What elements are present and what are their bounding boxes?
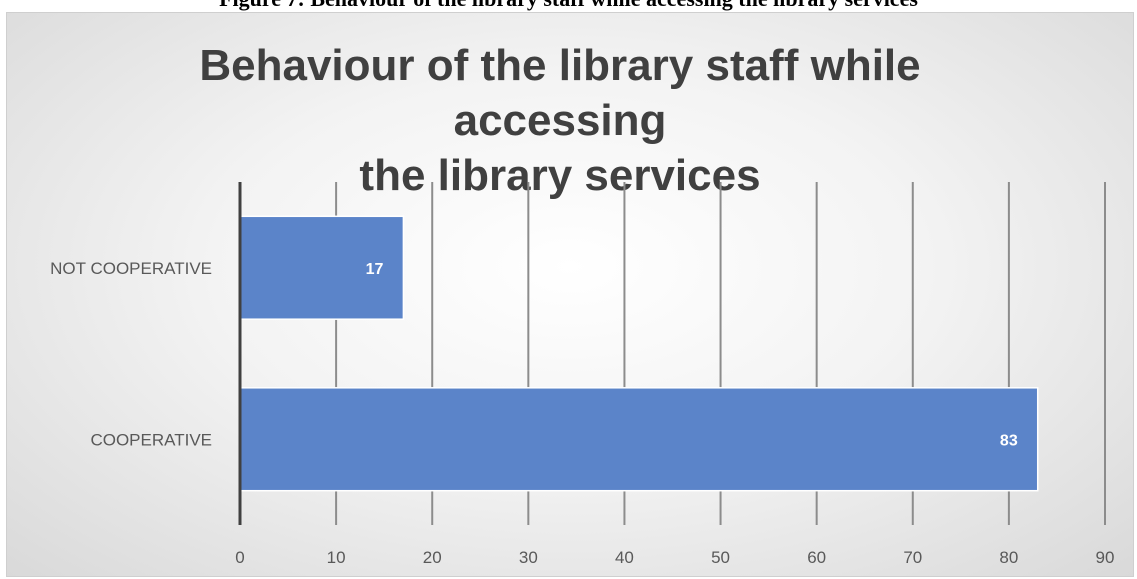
- x-tick-label: 70: [903, 548, 922, 567]
- x-tick-label: 60: [807, 548, 826, 567]
- chart-title-line-2: the library services: [359, 151, 761, 200]
- x-tick-label: 0: [235, 548, 244, 567]
- chart-title: Behaviour of the library staff while acc…: [120, 38, 1000, 203]
- data-label: 83: [1000, 432, 1018, 449]
- x-tick-label: 80: [999, 548, 1018, 567]
- x-tick-label: 90: [1096, 548, 1115, 567]
- x-tick-label: 10: [327, 548, 346, 567]
- x-tick-label: 40: [615, 548, 634, 567]
- x-tick-label: 20: [423, 548, 442, 567]
- chart-title-line-1: Behaviour of the library staff while acc…: [199, 41, 921, 145]
- bar-cooperative: [239, 387, 1039, 492]
- figure-caption: Figure 7: Behaviour of the library staff…: [0, 0, 1137, 14]
- category-label-not-cooperative: NOT COOPERATIVE: [50, 259, 212, 278]
- bar-not-cooperative: [239, 215, 405, 320]
- x-tick-label: 50: [711, 548, 730, 567]
- category-label-cooperative: COOPERATIVE: [90, 430, 212, 449]
- x-tick-label: 30: [519, 548, 538, 567]
- data-label: 17: [366, 261, 384, 278]
